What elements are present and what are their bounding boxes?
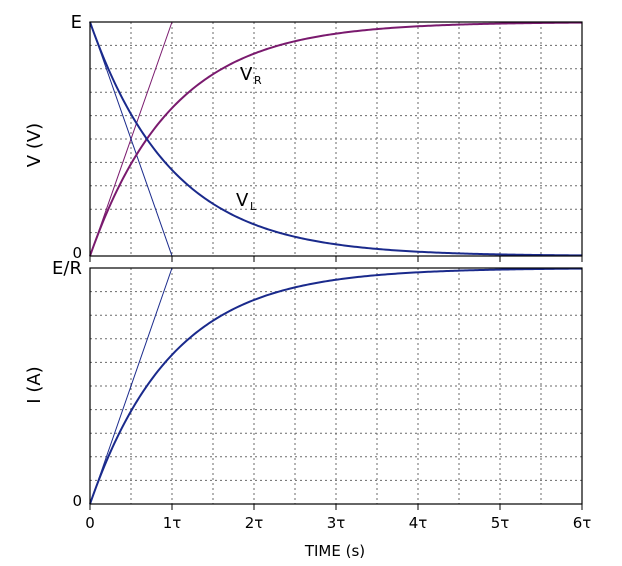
series-line-current [89, 267, 583, 505]
x-tick-label: 3τ [327, 514, 346, 532]
series-label-vr: V [240, 64, 253, 85]
tangent-line [89, 21, 173, 257]
x-tick-label: 2τ [245, 514, 264, 532]
frame-layer [89, 21, 583, 510]
curves-layer [89, 21, 583, 505]
y-tick-label-zero: 0 [72, 492, 82, 510]
y-tick-label-top: E/R [52, 258, 82, 279]
x-tick-label: 4τ [409, 514, 428, 532]
text-layer: V (V) I (A) TIME (s) E0V RV LE/R00 1τ 2τ 3τ 4τ… [24, 12, 591, 560]
series-line-vl [89, 21, 583, 257]
x-tick-label: 0 [85, 514, 95, 532]
grid-layer [90, 22, 582, 504]
y-tick-label-zero: 0 [72, 244, 82, 262]
x-tick-label: 1τ [163, 514, 182, 532]
series-label-vl: V [236, 190, 249, 211]
tangent-line [89, 267, 173, 505]
bottom-y-axis-label: I (A) [24, 366, 45, 403]
series-label-sub-l: L [250, 200, 257, 213]
x-tick-label: 6τ [573, 514, 592, 532]
top-y-axis-label: V (V) [24, 123, 45, 167]
y-tick-label-top: E [71, 12, 82, 33]
x-axis-label: TIME (s) [304, 542, 365, 560]
series-line-vr [89, 21, 583, 257]
x-tick-label: 5τ [491, 514, 510, 532]
series-label-sub-r: R [254, 74, 262, 87]
